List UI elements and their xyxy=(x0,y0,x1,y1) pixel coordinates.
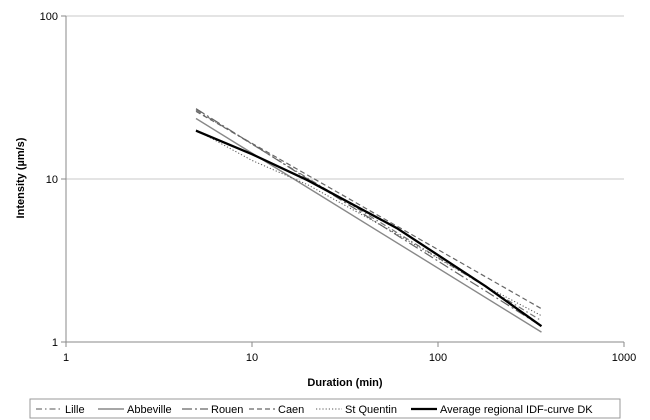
series-line-st-quentin xyxy=(195,129,542,317)
legend-box xyxy=(29,398,621,419)
series-line-caen xyxy=(195,110,542,310)
legend-label-4: St Quentin xyxy=(345,404,397,416)
series-lines xyxy=(195,108,543,333)
y-tick-label-2: 100 xyxy=(40,11,58,23)
series-line-average-regional-idf-curve-dk xyxy=(195,129,543,328)
legend-label-3: Caen xyxy=(278,404,304,416)
y-tick-label-0: 1 xyxy=(52,337,58,349)
legend-label-5: Average regional IDF-curve DK xyxy=(440,404,593,416)
x-tick-label-1: 10 xyxy=(246,352,258,364)
x-tick-label-0: 1 xyxy=(63,352,69,364)
x-tick-labels: 1 10 100 1000 xyxy=(63,352,636,364)
legend-label-0: Lille xyxy=(65,404,85,416)
x-tick-label-3: 1000 xyxy=(612,352,636,364)
x-axis-title: Duration (min) xyxy=(307,377,382,389)
legend-label-1: Abbeville xyxy=(127,404,172,416)
series-line-abbeville xyxy=(195,117,542,333)
y-tick-labels: 1 10 100 xyxy=(40,11,58,349)
legend-label-2: Rouen xyxy=(211,404,243,416)
axes xyxy=(61,15,625,347)
grid-lines xyxy=(66,15,624,343)
x-tick-label-2: 100 xyxy=(429,352,447,364)
y-axis-title: Intensity (µm/s) xyxy=(15,137,27,218)
legend: Lille Abbeville Rouen Caen St Quentin Average… xyxy=(29,398,621,419)
y-tick-label-1: 10 xyxy=(46,174,58,186)
